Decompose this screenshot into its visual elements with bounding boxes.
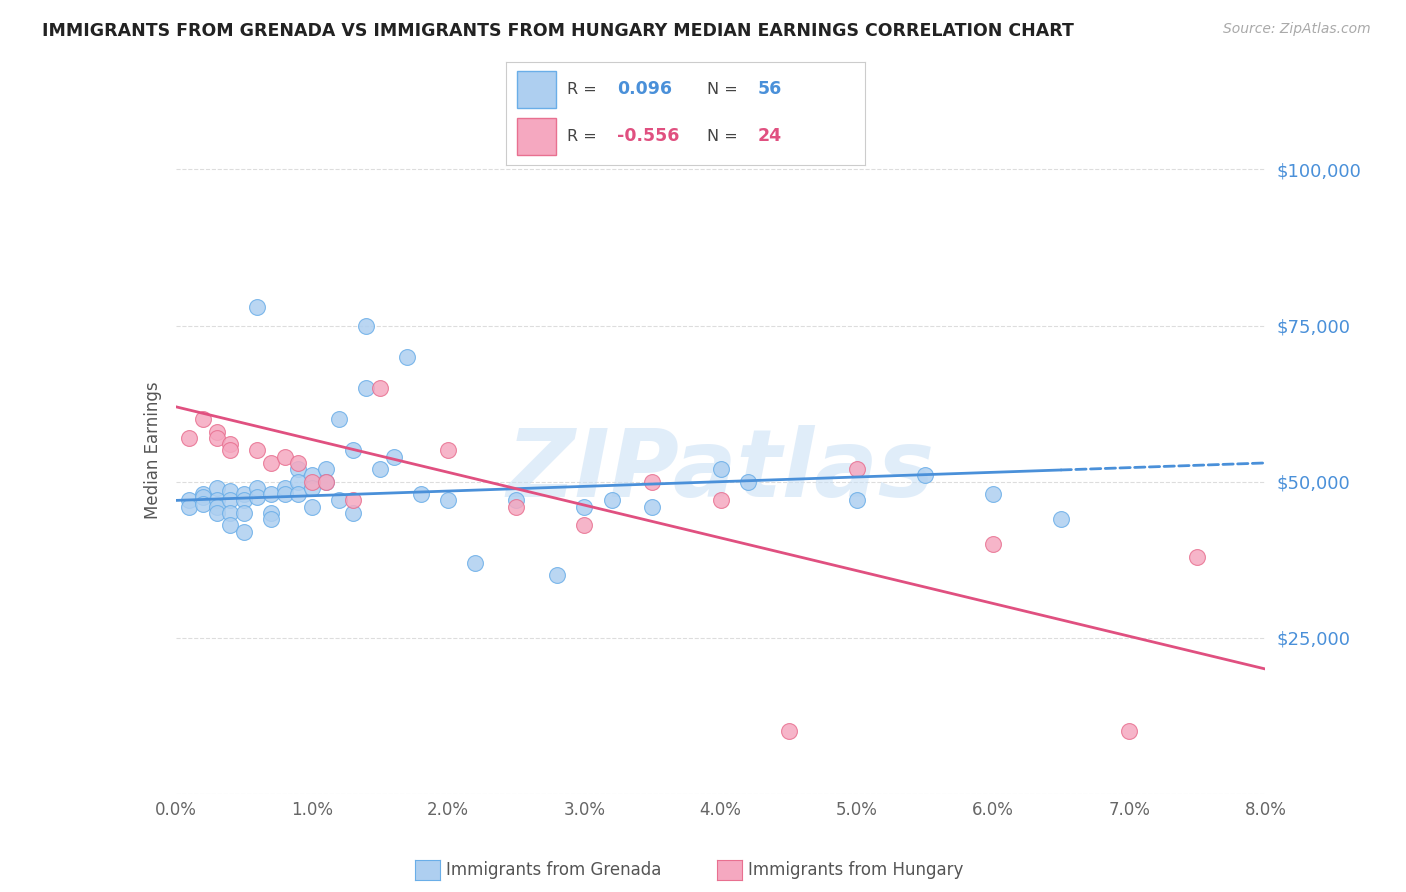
Point (287, 487, 309, 501)
Y-axis label: Median Earnings: Median Earnings (143, 382, 162, 519)
Point (287, 462, 309, 476)
Point (246, 481, 269, 495)
Point (301, 468, 323, 483)
Point (981, 537, 1004, 551)
Text: -0.556: -0.556 (617, 128, 679, 145)
Point (179, 500, 201, 514)
Point (232, 493, 254, 508)
Point (845, 493, 868, 508)
Point (232, 524, 254, 539)
Point (737, 475, 759, 489)
Point (641, 475, 664, 489)
Point (179, 493, 201, 508)
Point (546, 568, 568, 582)
Point (437, 493, 460, 508)
Point (232, 506, 254, 520)
Point (301, 475, 323, 489)
Text: IMMIGRANTS FROM GRENADA VS IMMIGRANTS FROM HUNGARY MEDIAN EARNINGS CORRELATION C: IMMIGRANTS FROM GRENADA VS IMMIGRANTS FR… (42, 22, 1074, 40)
Point (914, 468, 936, 483)
Point (232, 487, 254, 501)
Point (368, 462, 391, 476)
Point (205, 481, 228, 495)
Point (356, 318, 378, 333)
Text: Immigrants from Grenada: Immigrants from Grenada (446, 861, 661, 879)
Point (1118, 724, 1140, 739)
Text: 24: 24 (756, 128, 782, 145)
Point (710, 462, 733, 476)
Point (981, 487, 1004, 501)
Point (396, 350, 419, 364)
Point (205, 425, 228, 439)
Point (342, 443, 364, 458)
Point (368, 381, 391, 395)
Point (301, 481, 323, 495)
Point (710, 493, 733, 508)
Point (274, 481, 297, 495)
Point (328, 412, 350, 426)
Text: Source: ZipAtlas.com: Source: ZipAtlas.com (1223, 22, 1371, 37)
Point (260, 487, 283, 501)
Point (315, 462, 337, 476)
Point (505, 500, 527, 514)
Point (219, 483, 242, 498)
Point (205, 493, 228, 508)
Text: 0.096: 0.096 (617, 80, 672, 98)
Point (464, 556, 486, 570)
Point (342, 493, 364, 508)
Point (315, 475, 337, 489)
Point (328, 493, 350, 508)
Point (315, 475, 337, 489)
Point (179, 431, 201, 445)
Point (778, 724, 800, 739)
Point (219, 518, 242, 533)
Text: 56: 56 (756, 80, 782, 98)
Point (191, 496, 214, 510)
Point (246, 490, 269, 504)
Point (219, 493, 242, 508)
Point (191, 490, 214, 504)
Point (246, 443, 269, 458)
Point (219, 506, 242, 520)
Text: N =: N = (707, 81, 742, 96)
Point (641, 500, 664, 514)
Point (600, 493, 623, 508)
Point (287, 475, 309, 489)
FancyBboxPatch shape (517, 118, 557, 155)
Point (574, 500, 596, 514)
Point (845, 462, 868, 476)
Point (191, 412, 214, 426)
Point (274, 450, 297, 464)
Text: R =: R = (567, 128, 602, 144)
Text: N =: N = (707, 128, 742, 144)
Point (205, 431, 228, 445)
Text: ZIPatlas: ZIPatlas (506, 425, 935, 517)
Point (574, 518, 596, 533)
Point (287, 456, 309, 470)
Point (437, 443, 460, 458)
Point (260, 456, 283, 470)
Point (219, 443, 242, 458)
Point (219, 437, 242, 451)
Point (505, 493, 527, 508)
Point (1050, 512, 1073, 526)
Point (274, 487, 297, 501)
Point (301, 500, 323, 514)
Text: Immigrants from Hungary: Immigrants from Hungary (748, 861, 963, 879)
Point (260, 512, 283, 526)
FancyBboxPatch shape (517, 70, 557, 108)
Text: R =: R = (567, 81, 602, 96)
Point (356, 381, 378, 395)
Point (1187, 549, 1209, 564)
Point (382, 450, 405, 464)
Point (342, 506, 364, 520)
Point (191, 487, 214, 501)
Point (409, 487, 432, 501)
Point (205, 506, 228, 520)
Point (246, 300, 269, 314)
Point (205, 500, 228, 514)
Point (260, 506, 283, 520)
